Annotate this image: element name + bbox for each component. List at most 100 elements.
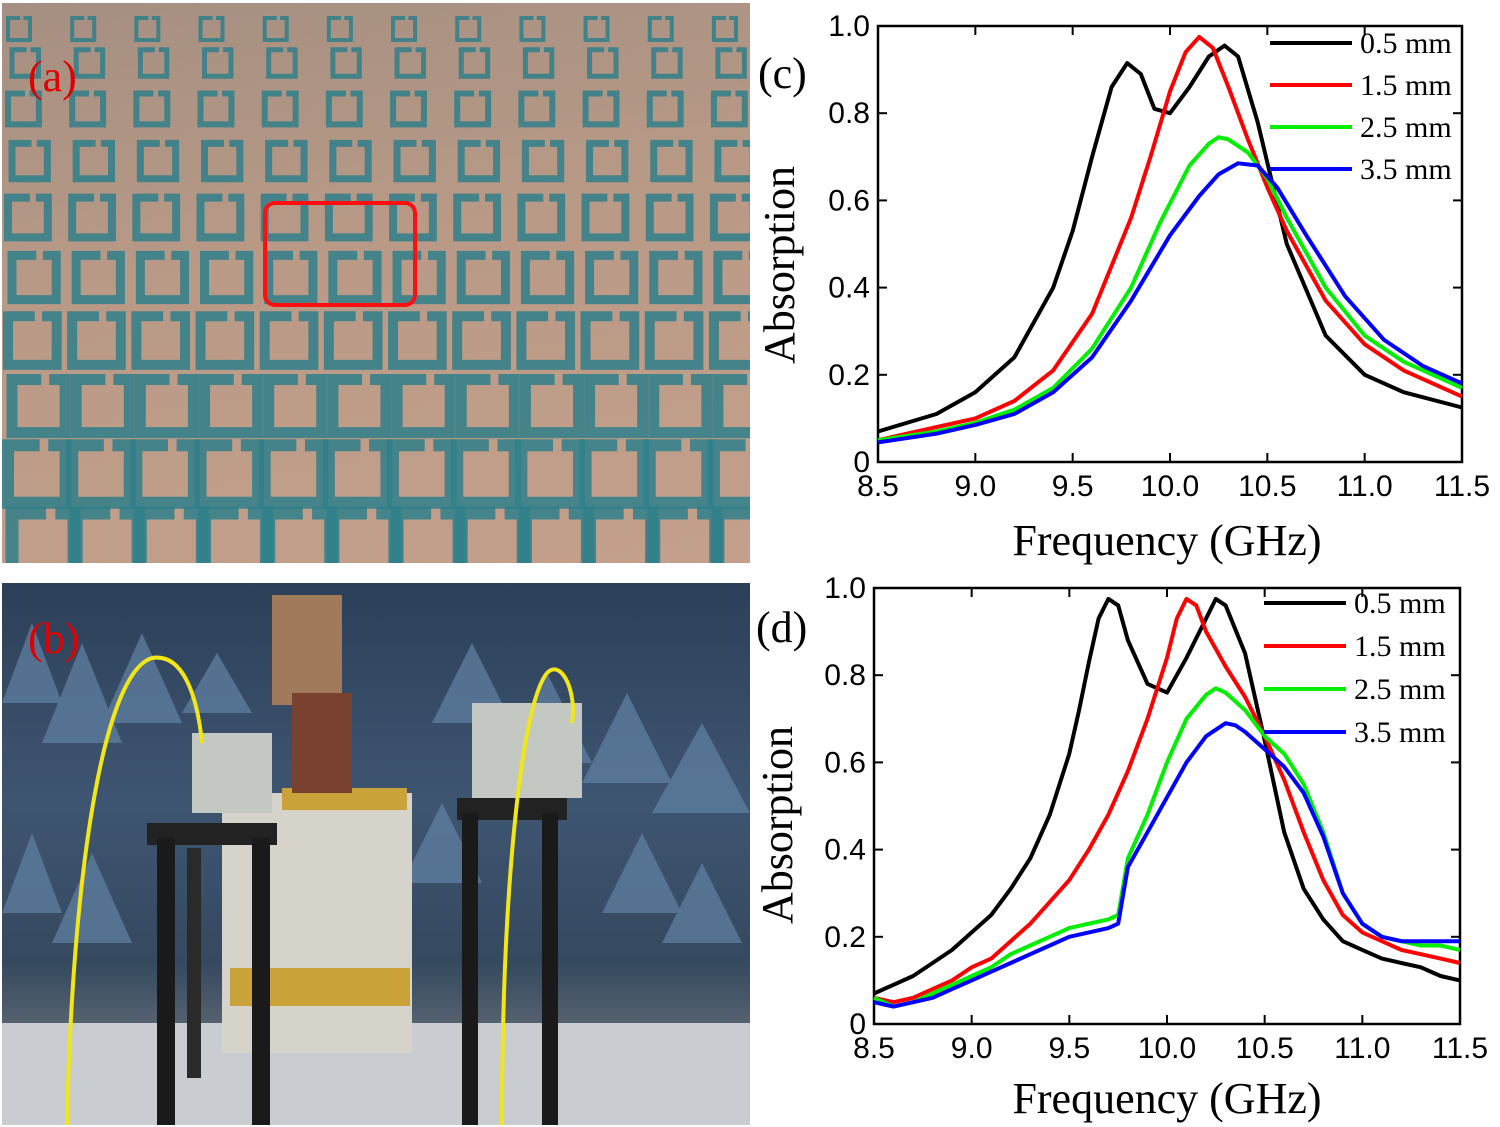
- split-ring-cell: [583, 506, 659, 563]
- y-tick-label: 1.0: [828, 10, 870, 43]
- split-ring-cell: [579, 439, 650, 509]
- split-ring-cell: [328, 250, 382, 305]
- split-ring-cell: [587, 47, 619, 79]
- split-ring-cell: [392, 250, 446, 305]
- split-ring-cell: [266, 47, 298, 79]
- split-ring-cell: [454, 506, 530, 563]
- split-ring-cell: [67, 311, 126, 370]
- unit-cell-highlight: [263, 201, 417, 307]
- split-ring-cell: [391, 374, 456, 439]
- x-tick-label: 11.5: [1434, 470, 1490, 503]
- split-ring-cell: [68, 193, 116, 242]
- y-tick-label: 0.4: [828, 272, 870, 305]
- split-ring-cell: [515, 439, 585, 509]
- split-ring-cell: [645, 193, 694, 242]
- split-ring-cell: [649, 250, 703, 305]
- legend-label: 1.5 mm: [1354, 630, 1446, 663]
- split-ring-cell: [714, 139, 750, 183]
- right-horn-antenna: [457, 703, 582, 1125]
- x-tick-label: 8.5: [857, 470, 899, 503]
- split-ring-cell: [3, 311, 62, 370]
- simulated-absorption-chart: 8.5 9.0 9.5 10.0 10.5 11.0 11.5 0 0.2 0.4 0.6 0.8 1.…: [755, 10, 1490, 565]
- split-ring-cell: [137, 47, 170, 79]
- y-tick-label: 1.0: [824, 572, 866, 605]
- sample-photo-panel: (a): [2, 3, 750, 563]
- split-ring-cell: [711, 16, 738, 42]
- split-ring-cell: [707, 439, 750, 509]
- y-tick-label: 0.4: [824, 834, 866, 867]
- right-cable: [500, 667, 575, 1125]
- split-ring-cell: [135, 250, 190, 305]
- split-ring-cell: [457, 139, 501, 183]
- x-tick-label: 9.0: [951, 1032, 993, 1065]
- split-ring-cell: [326, 16, 353, 42]
- split-ring-cell: [202, 47, 234, 79]
- legend-label: 2.5 mm: [1354, 673, 1446, 706]
- sample-photo: [2, 16, 750, 563]
- chart-c-plot: 8.5 9.0 9.5 10.0 10.5 11.0 11.5 0 0.2 0.4 0.6 0.8 1.…: [828, 10, 1490, 503]
- panel-b-label: (b): [28, 614, 80, 663]
- split-ring-cell: [72, 139, 116, 183]
- chart-c-xlabel: Frequency (GHz): [1012, 516, 1321, 565]
- split-ring-cell: [651, 47, 683, 79]
- split-ring-cell: [5, 90, 42, 128]
- split-ring-cell: [73, 47, 106, 79]
- split-ring-cell: [518, 506, 594, 563]
- split-ring-cell: [452, 311, 511, 370]
- split-ring-cell: [453, 193, 501, 242]
- split-ring-cell: [650, 139, 693, 183]
- split-ring-cell: [648, 374, 713, 439]
- split-ring-cell: [70, 16, 97, 42]
- split-ring-cell: [258, 439, 329, 509]
- split-ring-cell: [394, 47, 426, 79]
- x-tick-label: 9.5: [1052, 470, 1094, 503]
- chart-c-ylabel: Absorption: [755, 166, 804, 364]
- split-ring-cell: [521, 139, 565, 183]
- split-ring-cell: [9, 47, 41, 79]
- split-ring-cell: [323, 311, 383, 370]
- y-tick-label: 0.6: [824, 746, 866, 779]
- split-ring-cell: [390, 90, 427, 128]
- split-ring-cell: [195, 311, 255, 370]
- split-ring-cell: [585, 250, 639, 305]
- split-ring-cell: [7, 250, 61, 305]
- split-ring-cell: [708, 311, 750, 370]
- x-tick-label: 10.0: [1141, 470, 1199, 503]
- split-ring-cell: [584, 374, 649, 439]
- split-ring-cell: [387, 439, 457, 509]
- series-line-2-5-mm: [877, 135, 1463, 443]
- split-ring-cell: [265, 139, 308, 183]
- split-ring-cell: [455, 374, 520, 439]
- split-ring-cell: [69, 90, 107, 128]
- split-ring-cell: [263, 374, 328, 439]
- split-ring-cell: [132, 193, 181, 242]
- split-ring-cell: [456, 250, 510, 305]
- x-tick-label: 11.5: [1432, 1032, 1488, 1065]
- split-ring-cell: [519, 16, 546, 42]
- x-tick-label: 10.5: [1238, 470, 1296, 503]
- legend-label: 3.5 mm: [1360, 153, 1452, 186]
- y-tick-label: 0.2: [828, 359, 870, 392]
- split-ring-cell: [451, 439, 521, 509]
- split-ring-cell: [70, 374, 135, 439]
- split-ring-cell: [133, 90, 171, 128]
- series-line-1-5-mm: [877, 34, 1463, 443]
- split-ring-cell: [133, 506, 209, 563]
- split-ring-cell: [520, 250, 575, 305]
- y-tick-label: 0.6: [828, 184, 870, 217]
- split-ring-cell: [259, 311, 319, 370]
- split-ring-cell: [327, 374, 392, 439]
- split-ring-cell: [264, 250, 318, 305]
- split-ring-cell: [586, 139, 629, 183]
- legend-label: 1.5 mm: [1360, 69, 1452, 102]
- split-ring-cell: [136, 139, 180, 183]
- split-ring-cell: [200, 250, 254, 305]
- split-ring-cell: [646, 90, 684, 128]
- split-ring-cell: [522, 47, 555, 79]
- split-ring-cell: [454, 90, 492, 128]
- legend-label: 3.5 mm: [1354, 716, 1446, 749]
- split-ring-cell: [194, 439, 265, 509]
- split-ring-cell: [580, 311, 640, 370]
- split-ring-cell: [199, 374, 264, 439]
- split-ring-cell: [581, 193, 630, 242]
